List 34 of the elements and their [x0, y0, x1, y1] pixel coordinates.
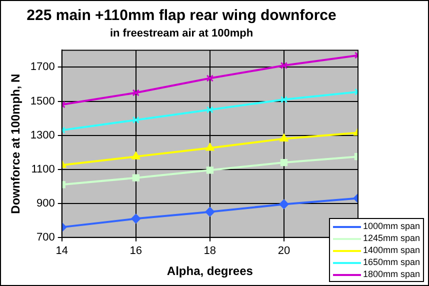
legend-label: 1650mm span	[362, 257, 420, 267]
y-tick-label: 1500	[30, 95, 55, 108]
y-tick-label: 700	[36, 231, 55, 244]
legend-label: 1400mm span	[362, 245, 420, 255]
point	[206, 143, 214, 151]
point	[279, 199, 289, 209]
x-tick-label: 16	[130, 245, 142, 258]
point	[131, 214, 141, 224]
x-axis-title: Alpha, degrees	[166, 264, 254, 278]
chart-subtitle: in freestream air at 100mph	[110, 28, 254, 40]
legend-label: 1800mm span	[362, 269, 420, 279]
x-tick-label: 14	[56, 245, 68, 258]
point	[132, 116, 140, 124]
y-tick-label: 1100	[31, 163, 55, 176]
point	[206, 106, 214, 114]
point	[132, 174, 140, 182]
y-tick-label: 900	[36, 197, 55, 210]
point	[206, 166, 214, 174]
x-tick-label: 18	[204, 245, 216, 258]
legend-label: 1245mm span	[362, 233, 420, 243]
chart-title: 225 main +110mm flap rear wing downforce	[26, 7, 336, 24]
point	[206, 74, 214, 82]
point	[132, 89, 140, 96]
y-axis-title: Downforce at 100mph, N	[8, 74, 23, 214]
y-tick-label: 1300	[30, 129, 55, 142]
point	[132, 152, 140, 160]
point	[205, 207, 215, 217]
x-tick-label: 20	[278, 245, 290, 258]
y-tick-label: 1700	[30, 61, 55, 74]
legend-label: 1000mm span	[362, 221, 420, 231]
point	[280, 62, 288, 70]
point	[280, 134, 288, 142]
point	[280, 158, 288, 166]
point	[280, 96, 288, 104]
